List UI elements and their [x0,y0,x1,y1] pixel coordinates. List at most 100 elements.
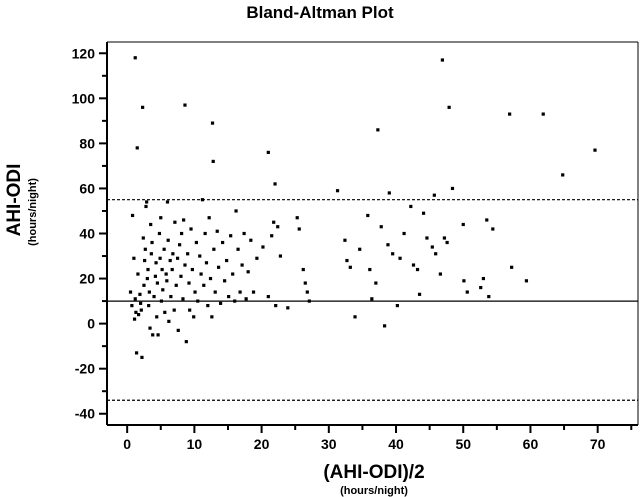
data-point [207,216,211,220]
data-point [409,204,413,209]
data-point [461,222,465,227]
data-point [301,267,305,272]
data-point [236,247,240,251]
data-point [208,276,213,281]
data-point [156,333,160,337]
data-point [141,105,145,109]
x-tick-label: 60 [523,436,539,452]
data-point [398,256,402,260]
data-point [432,193,436,197]
data-point [162,247,166,251]
y-axis-unit: (hours/night) [27,178,39,246]
data-point [170,267,174,272]
data-point [270,234,274,238]
data-point [491,227,495,231]
data-point [204,261,209,265]
data-point [133,56,137,60]
data-point [181,297,185,301]
data-point [172,308,176,312]
data-point [130,303,134,308]
data-point [160,267,164,272]
data-point [142,283,146,287]
data-point [173,220,177,224]
data-point [231,272,235,276]
data-point [143,247,147,251]
data-point [225,258,229,263]
data-point [193,290,197,294]
data-point [145,200,149,204]
x-tick-label: 40 [388,436,404,452]
y-tick-label: 0 [87,316,95,332]
data-point [180,231,184,236]
data-point [147,303,151,308]
data-point [179,274,183,278]
data-point [240,263,244,267]
data-point [151,333,155,337]
data-point [175,256,180,260]
data-point [242,231,246,236]
data-point [411,263,416,267]
data-point [238,290,242,294]
data-point [203,231,207,236]
data-point [161,288,165,292]
data-point [144,204,148,209]
data-point [157,231,162,236]
data-point [524,279,529,283]
data-point [202,283,206,287]
y-tick-label: 100 [72,90,96,106]
data-point [430,245,434,249]
x-tick-label: 20 [254,436,270,452]
y-tick-label: 80 [79,135,95,151]
data-point [139,301,143,305]
data-point [176,328,180,332]
data-point [184,340,188,344]
data-point [374,281,378,285]
data-point [233,299,237,303]
data-point [135,146,139,150]
data-point [210,121,215,125]
data-point [149,252,153,256]
data-point [465,290,469,294]
x-tick-label: 0 [123,436,131,452]
data-point [348,265,352,269]
data-point [218,301,223,305]
data-point [223,279,227,283]
data-point [132,317,137,321]
data-point [440,58,445,62]
data-point [266,150,270,154]
data-point [134,310,138,314]
data-point [147,290,151,294]
data-point [168,258,172,263]
data-point [387,191,391,195]
data-point [134,351,139,355]
data-point [140,355,144,360]
data-point [155,315,159,319]
data-point [130,213,135,218]
data-point [345,258,349,263]
data-point [297,227,301,231]
data-point [462,279,466,283]
data-point [206,303,210,308]
data-point [368,267,372,272]
data-point [163,310,167,314]
data-point [274,303,278,308]
data-point [167,319,171,323]
data-point [376,128,380,132]
x-axis-label: (AHI-ODI)/2 [323,462,424,483]
data-point [136,313,141,317]
data-point [391,252,395,256]
data-point [382,324,387,328]
data-point [276,225,280,229]
data-point [234,209,238,213]
data-point [196,299,200,303]
data-point [210,315,214,319]
x-tick-label: 70 [590,436,606,452]
data-point [303,281,307,285]
y-tick-label: 20 [79,271,95,287]
data-point [153,274,157,278]
data-point [164,272,168,276]
y-tick-label: 60 [79,180,95,196]
y-axis-label: AHI-ODI [4,164,25,237]
data-point [481,276,486,281]
